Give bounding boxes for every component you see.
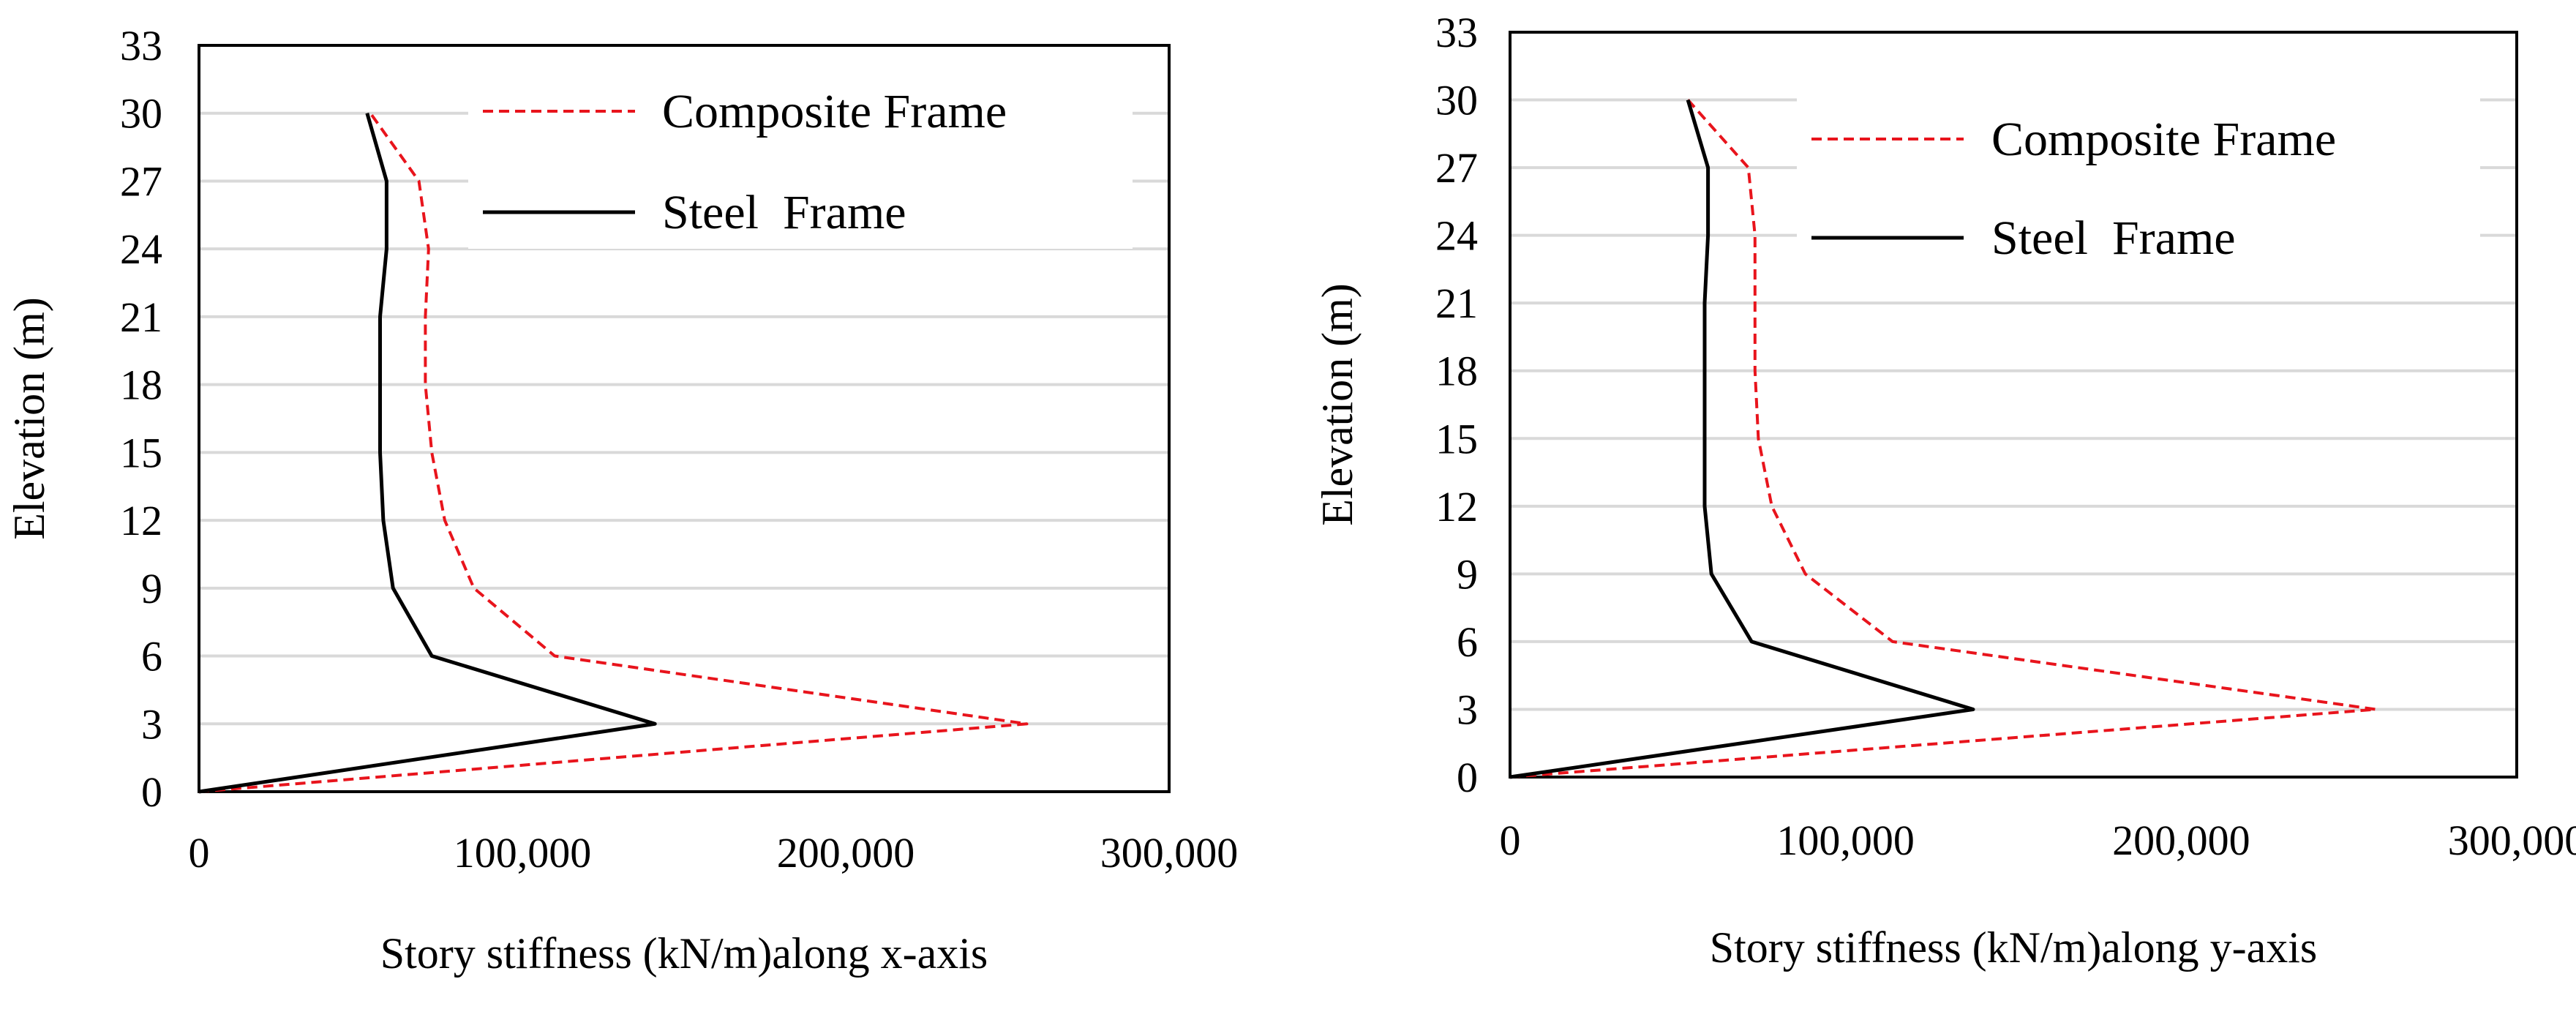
series-line-composite-frame bbox=[198, 112, 1029, 793]
y-tick-label: 3 bbox=[141, 700, 162, 748]
legend-background bbox=[1797, 95, 2480, 274]
y-tick-label: 12 bbox=[120, 497, 162, 544]
x-tick-label: 300,000 bbox=[2448, 817, 2576, 864]
x-tick-label: 0 bbox=[1500, 817, 1521, 864]
legend-label: Steel Frame bbox=[662, 186, 906, 239]
x-tick-label: 300,000 bbox=[1100, 829, 1239, 877]
legend-label: Composite Frame bbox=[662, 85, 1007, 138]
y-tick-label: 18 bbox=[120, 361, 162, 409]
x-tick-label: 100,000 bbox=[454, 829, 592, 877]
y-tick-label: 33 bbox=[120, 22, 162, 70]
y-tick-label: 24 bbox=[1435, 212, 1478, 260]
chart-1: 0 3 6 9 12 15 18 21 24 27 30 33 0 100,000 200,000 300,0… bbox=[5, 22, 1238, 978]
plot-area-border bbox=[198, 44, 1171, 793]
x-tick-label: 0 bbox=[189, 829, 210, 877]
y-tick-label: 6 bbox=[1457, 618, 1478, 666]
y-tick-label: 9 bbox=[141, 565, 162, 612]
y-tick-label: 15 bbox=[120, 429, 162, 476]
x-tick-label: 100,000 bbox=[1776, 817, 1915, 864]
y-tick-label: 18 bbox=[1435, 348, 1478, 395]
legend: Composite Frame Steel Frame bbox=[1797, 95, 2480, 274]
y-tick-label: 12 bbox=[1435, 483, 1478, 530]
plot-area-border bbox=[1509, 31, 2518, 779]
y-tick-label: 30 bbox=[1435, 77, 1478, 124]
series-line-composite-frame bbox=[1509, 99, 2378, 779]
y-tick-label: 27 bbox=[120, 157, 162, 205]
legend-background bbox=[468, 67, 1133, 249]
y-tick-label: 9 bbox=[1457, 550, 1478, 598]
y-axis-title: Elevation (m) bbox=[5, 297, 53, 540]
y-tick-label: 21 bbox=[1435, 280, 1478, 327]
y-tick-label: 15 bbox=[1435, 415, 1478, 462]
y-tick-label: 6 bbox=[141, 633, 162, 680]
y-axis-title: Elevation (m) bbox=[1313, 283, 1362, 526]
y-tick-label: 0 bbox=[1457, 754, 1478, 801]
x-tick-label: 200,000 bbox=[777, 829, 915, 877]
y-tick-label: 3 bbox=[1457, 686, 1478, 733]
y-tick-label: 21 bbox=[120, 293, 162, 341]
x-tick-label: 200,000 bbox=[2112, 817, 2250, 864]
chart-2: 0 3 6 9 12 15 18 21 24 27 30 33 0 100,000 200,000 300,0… bbox=[1313, 9, 2576, 972]
y-tick-label: 33 bbox=[1435, 9, 1478, 56]
legend-label: Steel Frame bbox=[1991, 211, 2236, 265]
y-tick-label: 24 bbox=[120, 225, 162, 273]
legend-label: Composite Frame bbox=[1991, 113, 2336, 166]
y-tick-label: 27 bbox=[1435, 144, 1478, 192]
x-axis-title: Story stiffness (kN/m)along y-axis bbox=[1710, 923, 2317, 972]
legend: Composite Frame Steel Frame bbox=[468, 67, 1133, 249]
y-tick-label: 0 bbox=[141, 768, 162, 816]
x-axis-title: Story stiffness (kN/m)along x-axis bbox=[380, 929, 988, 978]
y-tick-label: 30 bbox=[120, 90, 162, 138]
series-line-steel-frame bbox=[198, 113, 657, 794]
series-line-steel-frame bbox=[1509, 99, 1975, 779]
